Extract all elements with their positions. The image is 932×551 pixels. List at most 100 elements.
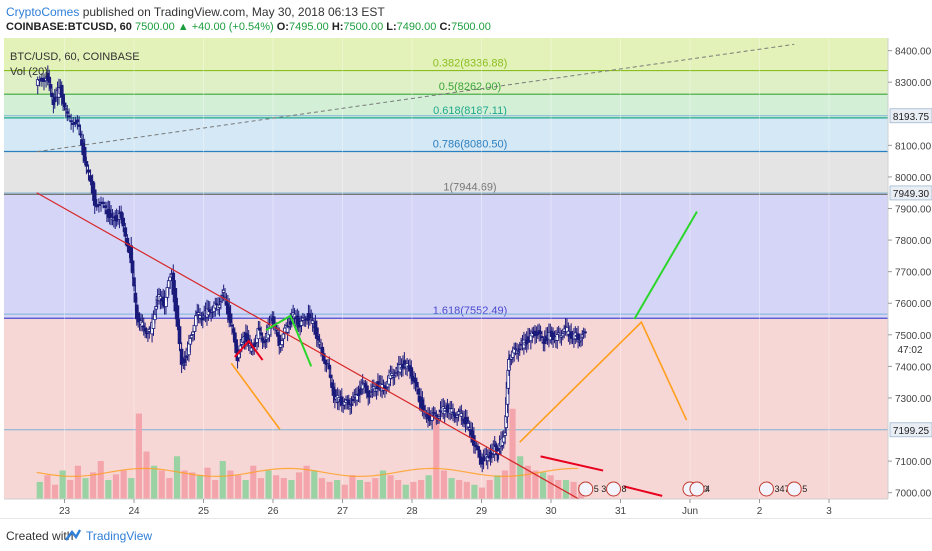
volume-bar xyxy=(303,465,310,499)
volume-bar xyxy=(494,475,501,499)
tradingview-link[interactable]: TradingView xyxy=(86,529,153,543)
candle-body xyxy=(88,175,93,182)
open-value: 7495.00 xyxy=(288,21,329,33)
time-tick-label: 27 xyxy=(337,506,349,517)
candle-body xyxy=(86,169,91,173)
volume-bar xyxy=(425,475,432,499)
candle-body xyxy=(69,120,73,123)
volume-bar xyxy=(456,480,463,499)
candle-body xyxy=(65,111,70,114)
author-link[interactable]: CryptoComes xyxy=(6,5,80,19)
candle-body xyxy=(177,326,182,345)
fib-zone-3 xyxy=(4,117,888,152)
price-label-box xyxy=(889,185,932,201)
candle-body xyxy=(173,288,178,312)
fib-zone-0 xyxy=(4,38,888,71)
candle-body xyxy=(175,305,180,327)
volume-bar xyxy=(372,478,379,499)
volume-bar xyxy=(82,478,89,499)
volume-bar xyxy=(318,478,325,499)
volume-bar xyxy=(189,472,196,499)
volume-bar xyxy=(250,465,257,499)
volume-bar xyxy=(51,484,59,499)
volume-bar xyxy=(570,481,577,499)
event-label: 347 xyxy=(774,484,789,494)
volume-bar xyxy=(349,475,356,499)
candle-body xyxy=(82,146,87,162)
candle-body xyxy=(67,115,71,118)
price-tick-label: 7100.00 xyxy=(895,457,932,468)
volume-bar xyxy=(257,478,264,499)
low-label: L: xyxy=(386,21,397,33)
tradingview-logo-icon xyxy=(65,529,82,541)
fib-label-0.786: 0.786(8080.50) xyxy=(433,139,508,151)
event-flag-icon xyxy=(786,481,802,497)
volume-bar xyxy=(234,475,242,499)
price-label-box xyxy=(889,422,932,438)
price-tick-label: 7949.30 xyxy=(893,189,930,200)
price-tick-label: 7400.00 xyxy=(895,362,932,373)
event-flag-icon xyxy=(689,481,705,497)
price-change: ▲ +40.00 (+0.54%) xyxy=(177,21,274,33)
candle-body xyxy=(125,237,130,247)
fib-label-0.5: 0.5(8262.00) xyxy=(439,81,501,93)
volume-bar xyxy=(539,472,547,499)
volume-bar xyxy=(212,480,219,499)
price-chart[interactable]: 0.382(8336.88) 0.5(8262.00) 0.618(8187.11)… xyxy=(0,38,932,518)
volume-bar xyxy=(410,481,417,499)
volume-bar xyxy=(265,470,272,499)
volume-bar xyxy=(242,480,249,499)
volume-bar xyxy=(204,467,211,499)
time-tick-label: Jun xyxy=(682,506,698,517)
high-label: H: xyxy=(331,21,344,33)
price-tick-label: 7500.00 xyxy=(895,331,932,342)
candle-body xyxy=(119,211,123,219)
volume-ma-line xyxy=(36,467,579,477)
open-label: O: xyxy=(276,21,289,33)
chart-title: BTC/USD, 60, COINBASE xyxy=(10,51,140,63)
candle-body xyxy=(35,79,40,86)
time-tick-label: 25 xyxy=(198,506,210,517)
volume-bar xyxy=(440,470,447,499)
volume-bar xyxy=(311,470,318,499)
candle-body xyxy=(92,189,97,206)
volume-bar xyxy=(402,484,409,499)
volume-bar xyxy=(280,478,287,499)
price-tick-label: 8000.00 xyxy=(895,173,932,184)
candle-body xyxy=(90,180,95,194)
drawing-red-0 xyxy=(234,339,264,361)
price-tick-label: 7600.00 xyxy=(895,299,932,310)
event-flag-icon xyxy=(758,481,774,497)
event-label: 5 xyxy=(802,484,807,494)
volume-bar xyxy=(166,478,173,499)
price-tick-label: 7800.00 xyxy=(895,236,932,247)
descending-trendline xyxy=(36,192,580,499)
time-tick-label: 26 xyxy=(267,506,279,517)
volume-bar xyxy=(173,456,181,499)
event-label: 5 32 xyxy=(594,484,612,494)
time-tick-label: 28 xyxy=(406,506,418,517)
candle-body xyxy=(171,272,176,295)
volume-bar xyxy=(151,465,158,499)
price-label-box xyxy=(889,108,932,124)
candle-body xyxy=(84,161,89,167)
volume-bar xyxy=(74,465,81,499)
candle-body xyxy=(219,301,223,304)
time-axis: 23 24 25 26 27 28 29 30 31 Jun 2 3 xyxy=(4,498,888,517)
price-tick-label: 8100.00 xyxy=(895,141,932,152)
volume-bar xyxy=(67,480,74,499)
price-tick-label: 8300.00 xyxy=(895,78,932,89)
fib-label-0.382: 0.382(8336.88) xyxy=(433,58,508,70)
time-tick-label: 30 xyxy=(545,506,557,517)
publish-line: CryptoComes published on TradingView.com… xyxy=(6,5,385,19)
volume-bar xyxy=(181,470,188,499)
price-tick-label: 7900.00 xyxy=(895,205,932,216)
volume-bar xyxy=(273,475,280,499)
time-tick-label: 31 xyxy=(615,506,627,517)
volume-bar xyxy=(417,480,425,499)
volume-bar xyxy=(158,470,165,499)
plot-inner: 0.382(8336.88) 0.5(8262.00) 0.618(8187.11)… xyxy=(4,38,888,499)
time-tick-label: 2 xyxy=(757,506,763,517)
fib-zone-2 xyxy=(4,94,888,118)
fib-zone-1 xyxy=(4,70,888,95)
